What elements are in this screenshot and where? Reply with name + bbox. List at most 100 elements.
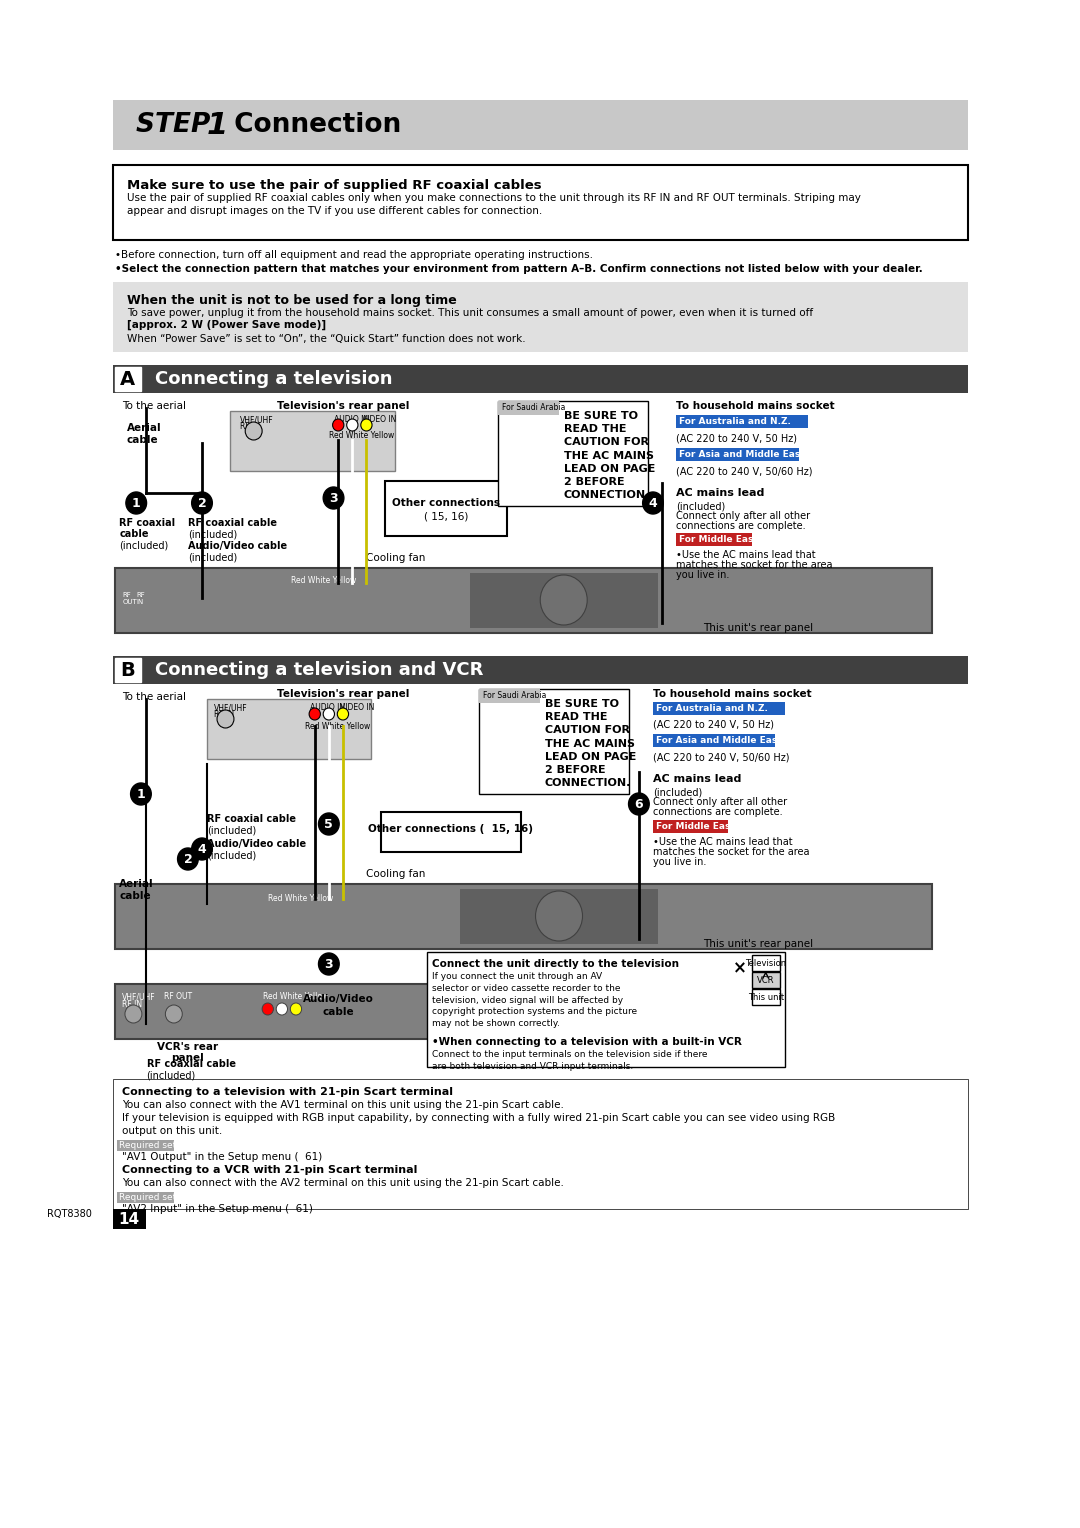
Circle shape [333, 419, 343, 431]
Text: Other connections (  15, 16): Other connections ( 15, 16) [368, 824, 534, 834]
Text: you live in.: you live in. [653, 857, 706, 866]
Text: (included): (included) [206, 850, 256, 860]
Text: BE SURE TO
READ THE
CAUTION FOR
THE AC MAINS
LEAD ON PAGE
2 BEFORE
CONNECTION.: BE SURE TO READ THE CAUTION FOR THE AC M… [545, 698, 636, 788]
Text: (AC 220 to 240 V, 50 Hz): (AC 220 to 240 V, 50 Hz) [653, 720, 774, 729]
Text: 3: 3 [329, 492, 338, 504]
Bar [114, 367, 140, 391]
Circle shape [337, 707, 349, 720]
Text: This unit's rear panel: This unit's rear panel [703, 623, 812, 633]
Text: 3: 3 [324, 958, 333, 970]
Bar [386, 481, 508, 536]
Text: (included): (included) [147, 1070, 195, 1080]
Text: ×: × [733, 960, 746, 976]
Bar [206, 698, 372, 759]
Circle shape [125, 1005, 141, 1024]
Circle shape [131, 782, 151, 805]
Text: For Middle East: For Middle East [679, 535, 758, 544]
Text: 1: 1 [132, 497, 140, 509]
Text: Cooling fan: Cooling fan [366, 869, 426, 879]
Circle shape [319, 953, 339, 975]
Text: Connecting to a television with 21-pin Scart terminal: Connecting to a television with 21-pin S… [122, 1086, 454, 1097]
Bar [653, 701, 784, 715]
Text: (included): (included) [188, 552, 238, 562]
Text: (included): (included) [676, 501, 726, 510]
Bar [112, 283, 968, 351]
Bar [112, 165, 968, 240]
Text: RF
IN: RF IN [136, 591, 145, 605]
Text: This unit: This unit [747, 993, 784, 1001]
Text: "AV1 Output" in the Setup menu (  61): "AV1 Output" in the Setup menu ( 61) [122, 1152, 323, 1161]
Text: 4: 4 [198, 842, 206, 856]
Text: To save power, unplug it from the household mains socket. This unit consumes a s: To save power, unplug it from the househ… [126, 309, 813, 318]
Text: AC mains lead: AC mains lead [653, 775, 741, 784]
Circle shape [165, 1005, 183, 1024]
Circle shape [361, 419, 372, 431]
Bar [118, 1140, 174, 1151]
Text: (AC 220 to 240 V, 50 Hz): (AC 220 to 240 V, 50 Hz) [676, 432, 797, 443]
Bar [112, 1209, 146, 1229]
Text: If your television is equipped with RGB input capability, by connecting with a f: If your television is equipped with RGB … [122, 1112, 836, 1123]
Text: Red White Yellow: Red White Yellow [264, 992, 328, 1001]
Text: Connect to the input terminals on the television side if there
are both televisi: Connect to the input terminals on the te… [432, 1050, 707, 1071]
Text: AUDIO IN: AUDIO IN [310, 703, 346, 712]
Text: Audio/Video cable: Audio/Video cable [188, 541, 287, 552]
Text: For Australia and N.Z.: For Australia and N.Z. [679, 417, 792, 426]
Bar [653, 733, 775, 747]
Text: Make sure to use the pair of supplied RF coaxial cables: Make sure to use the pair of supplied RF… [126, 179, 541, 193]
Text: ( 15, 16): ( 15, 16) [424, 510, 469, 521]
Text: RF IN: RF IN [214, 711, 234, 720]
Circle shape [191, 837, 213, 860]
Text: you live in.: you live in. [676, 570, 730, 581]
Text: RQT8380: RQT8380 [46, 1209, 92, 1219]
Text: •Select the connection pattern that matches your environment from pattern A–B. C: •Select the connection pattern that matc… [114, 264, 922, 274]
Text: panel: panel [172, 1053, 204, 1063]
Text: Required setting: Required setting [119, 1141, 194, 1151]
Text: VIDEO IN: VIDEO IN [340, 703, 375, 712]
Bar [480, 689, 630, 795]
Text: 1: 1 [136, 787, 146, 801]
Text: STEP: STEP [136, 112, 219, 138]
Bar [112, 656, 968, 685]
Text: Red White Yellow: Red White Yellow [268, 894, 333, 903]
Text: VCR's rear: VCR's rear [158, 1042, 218, 1051]
Bar [114, 885, 932, 949]
Text: (included): (included) [653, 787, 702, 798]
Bar [480, 689, 540, 703]
Text: BE SURE TO
READ THE
CAUTION FOR
THE AC MAINS
LEAD ON PAGE
2 BEFORE
CONNECTION.: BE SURE TO READ THE CAUTION FOR THE AC M… [564, 411, 656, 500]
Bar [112, 1079, 968, 1209]
Text: connections are complete.: connections are complete. [676, 521, 806, 532]
Text: Red White Yellow: Red White Yellow [306, 723, 370, 730]
Text: VCR: VCR [757, 975, 774, 984]
Text: •Use the AC mains lead that: •Use the AC mains lead that [653, 837, 793, 847]
Bar [752, 972, 780, 989]
Circle shape [262, 1002, 273, 1015]
Text: A: A [120, 370, 135, 388]
Text: Connect only after all other: Connect only after all other [676, 510, 811, 521]
Text: Connecting to a VCR with 21-pin Scart terminal: Connecting to a VCR with 21-pin Scart te… [122, 1164, 418, 1175]
Text: 4: 4 [649, 497, 658, 509]
Text: "AV2 Input" in the Setup menu (  61): "AV2 Input" in the Setup menu ( 61) [122, 1204, 313, 1215]
Text: 2: 2 [198, 497, 206, 509]
Text: RF OUT: RF OUT [164, 992, 192, 1001]
Text: matches the socket for the area: matches the socket for the area [676, 559, 833, 570]
Text: RF coaxial cable: RF coaxial cable [206, 814, 296, 824]
Text: (AC 220 to 240 V, 50/60 Hz): (AC 220 to 240 V, 50/60 Hz) [676, 466, 813, 477]
Text: Connecting a television and VCR: Connecting a television and VCR [156, 662, 484, 678]
Text: RF coaxial cable: RF coaxial cable [188, 518, 276, 529]
Text: •Use the AC mains lead that: •Use the AC mains lead that [676, 550, 816, 559]
Text: Connect the unit directly to the television: Connect the unit directly to the televis… [432, 960, 679, 969]
Text: VHF/UHF: VHF/UHF [122, 992, 156, 1001]
Text: Audio/Video cable: Audio/Video cable [206, 839, 306, 850]
Text: RF coaxial: RF coaxial [119, 518, 175, 529]
Circle shape [347, 419, 357, 431]
Bar [752, 955, 780, 970]
Text: Connection: Connection [226, 112, 402, 138]
Text: 6: 6 [635, 798, 644, 810]
Bar [676, 448, 798, 461]
Circle shape [319, 813, 339, 834]
Text: You can also connect with the AV1 terminal on this unit using the 21-pin Scart c: You can also connect with the AV1 termin… [122, 1100, 564, 1109]
Bar [498, 400, 648, 506]
Circle shape [276, 1002, 287, 1015]
Text: Red White Yellow: Red White Yellow [292, 576, 356, 585]
Text: You can also connect with the AV2 terminal on this unit using the 21-pin Scart c: You can also connect with the AV2 termin… [122, 1178, 564, 1187]
